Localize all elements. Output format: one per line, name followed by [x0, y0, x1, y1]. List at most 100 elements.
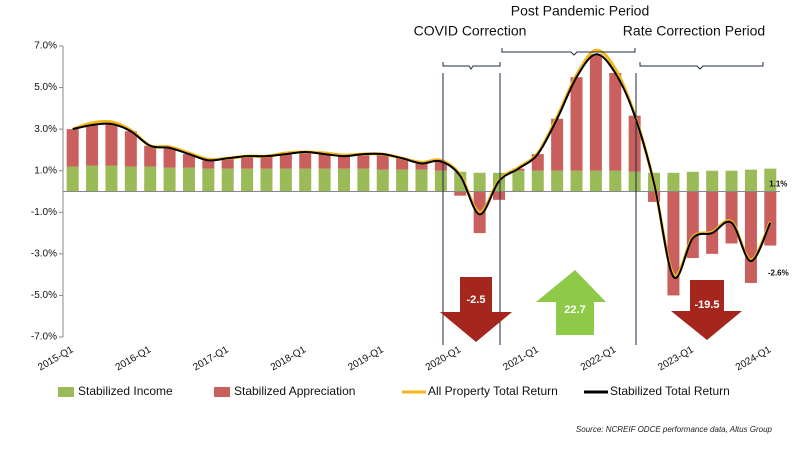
period-dividers [442, 48, 764, 345]
bar [667, 172, 680, 192]
period-label: Post Pandemic Period [511, 3, 650, 19]
bar [686, 171, 699, 192]
bar [744, 169, 757, 192]
x-tick-label: 2021-Q1 [501, 344, 541, 373]
bar [318, 154, 331, 169]
bar [609, 73, 622, 171]
legend-label: Stabilized Income [78, 384, 173, 398]
bar [337, 168, 350, 192]
bar [144, 145, 157, 167]
arrow-label: -19.5 [694, 299, 719, 311]
legend-swatch [214, 387, 230, 397]
y-tick-label: 5.0% [34, 82, 57, 93]
bar [279, 168, 292, 192]
bar [86, 165, 99, 192]
down-arrow [671, 280, 742, 340]
bar [667, 191, 680, 296]
bar [725, 191, 738, 244]
value-label: 1.1% [769, 180, 787, 189]
bar [570, 77, 583, 171]
bar [86, 124, 99, 166]
line [72, 53, 772, 280]
bar [706, 170, 719, 192]
bar [512, 170, 525, 192]
bar [241, 156, 254, 169]
x-tick-label: 2020-Q1 [424, 344, 464, 373]
bar [66, 166, 79, 192]
bar [163, 147, 176, 168]
bar [434, 170, 447, 192]
arrow-label: -2.5 [467, 294, 486, 306]
x-tick-label: 2015-Q1 [36, 344, 76, 373]
x-tick-label: 2018-Q1 [269, 344, 309, 373]
bar [182, 154, 195, 168]
bar [551, 170, 564, 192]
bar [473, 172, 486, 192]
bar [124, 131, 137, 167]
bar [493, 191, 506, 200]
bar [570, 170, 583, 192]
bar [376, 169, 389, 192]
bar [376, 154, 389, 170]
bar [318, 168, 331, 192]
x-tick-label: 2023-Q1 [656, 344, 696, 373]
bar [589, 170, 602, 192]
bar [299, 168, 312, 192]
bar [357, 168, 370, 192]
bar [357, 154, 370, 169]
bar [628, 115, 641, 172]
arrow-label: 22.7 [564, 304, 585, 316]
legend-swatch [58, 387, 74, 397]
bar [260, 168, 273, 192]
bar [415, 163, 428, 170]
bar [764, 191, 777, 246]
bar [221, 168, 234, 192]
bar [144, 166, 157, 192]
y-tick-label: -3.0% [31, 248, 57, 259]
value-label: -2.6% [768, 269, 789, 278]
period-label: COVID Correction [414, 23, 527, 39]
bar [609, 170, 622, 192]
bar [279, 154, 292, 169]
bar [182, 167, 195, 192]
bar [531, 170, 544, 192]
bar [202, 160, 215, 169]
x-tick-label: 2022-Q1 [579, 344, 619, 373]
plot: -7.0% -5.0% -3.0% -1.0% 1.0% 3.0% 5.0% 7.0% 1.1%… [31, 41, 789, 399]
bar [551, 118, 564, 171]
y-tick-label: 1.0% [34, 165, 57, 176]
down-arrow [440, 277, 512, 342]
bar [415, 169, 428, 192]
bar [124, 166, 137, 192]
bar [744, 191, 757, 283]
period-label: Rate Correction Period [623, 23, 765, 39]
bar [299, 152, 312, 169]
bar [454, 191, 467, 196]
up-arrow [536, 270, 606, 335]
legend-label: Stabilized Appreciation [234, 384, 355, 398]
source: Source: NCREIF ODCE performance data, Al… [576, 425, 773, 434]
bar [648, 191, 661, 202]
y-tick-label: -1.0% [31, 207, 57, 218]
bar [241, 168, 254, 192]
x-tick-label: 2017-Q1 [191, 344, 231, 373]
bar [589, 54, 602, 171]
bar [396, 169, 409, 192]
bar [337, 156, 350, 169]
bar [105, 123, 118, 166]
bar [66, 129, 79, 167]
y-tick-label: -5.0% [31, 290, 57, 301]
bar [725, 170, 738, 192]
legend-label: Stabilized Total Return [610, 384, 730, 398]
bar [202, 168, 215, 192]
y-tick-label: -7.0% [31, 332, 57, 343]
y-tick-label: 3.0% [34, 124, 57, 135]
bar [260, 156, 273, 169]
legend-label: All Property Total Return [428, 384, 558, 398]
bar [396, 158, 409, 170]
bar [706, 191, 719, 254]
bar [454, 171, 467, 192]
x-tick-label: 2019-Q1 [346, 344, 386, 373]
bar [434, 161, 447, 171]
bar [105, 165, 118, 192]
